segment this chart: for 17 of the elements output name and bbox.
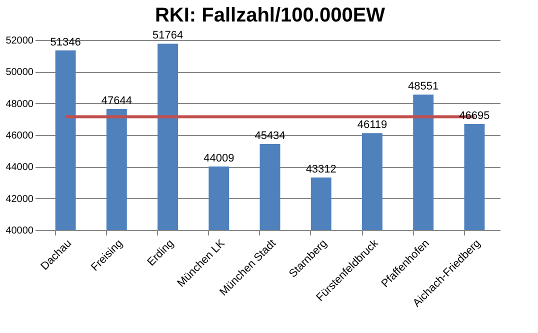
data-label: 51346 <box>50 36 81 48</box>
data-label: 45434 <box>254 130 286 142</box>
y-tick-label: 46000 <box>6 130 34 142</box>
data-label: 47644 <box>101 94 132 107</box>
chart-title: RKI: Fallzahl/100.000EW <box>154 4 386 27</box>
data-label: 48551 <box>408 80 439 93</box>
data-label: 46695 <box>459 110 490 122</box>
y-tick-label: 52000 <box>6 36 34 46</box>
y-tick-label: 50000 <box>6 67 34 78</box>
data-label: 43312 <box>306 164 336 176</box>
y-tick-label: 48000 <box>6 98 34 110</box>
y-tick-label: 44000 <box>6 162 34 174</box>
y-tick-label: 40000 <box>6 226 34 236</box>
data-label: 46119 <box>357 119 388 132</box>
y-tick-label: 42000 <box>6 194 34 205</box>
data-label: 51764 <box>152 30 184 42</box>
data-label: 44009 <box>204 152 234 165</box>
